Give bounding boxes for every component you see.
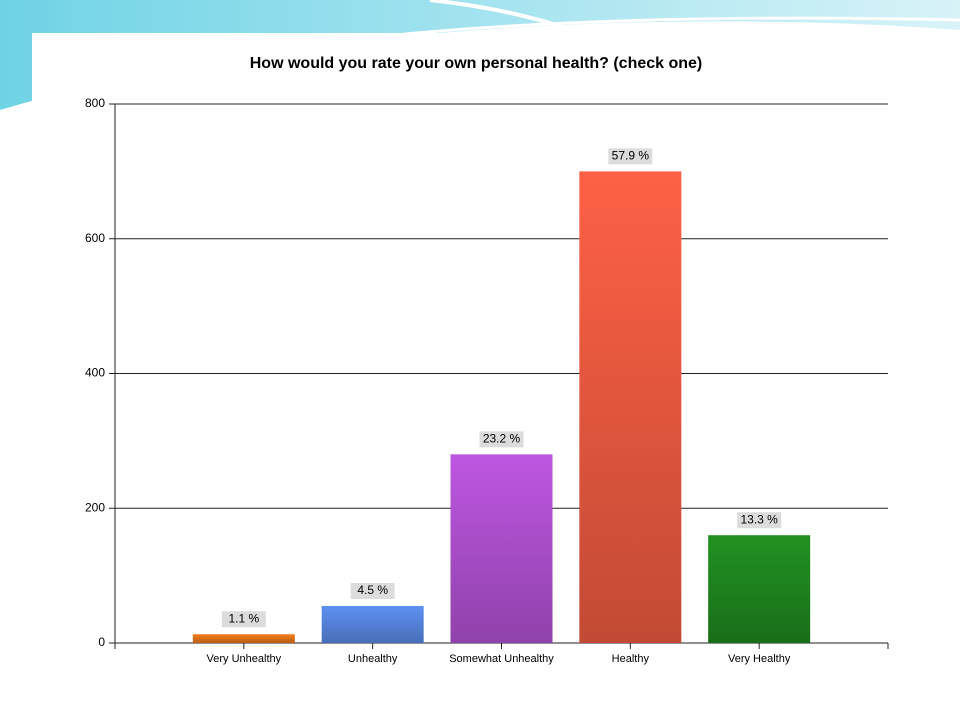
bar xyxy=(579,171,682,643)
y-tick-label: 600 xyxy=(85,231,105,245)
value-label: 57.9 % xyxy=(612,149,650,163)
y-tick-label: 400 xyxy=(85,366,105,380)
bar xyxy=(192,634,295,643)
y-tick-label: 800 xyxy=(85,96,105,110)
x-tick-label: Healthy xyxy=(612,653,650,665)
value-label: 13.3 % xyxy=(740,512,778,526)
value-label-box xyxy=(350,582,395,599)
x-tick-label: Very Unhealthy xyxy=(207,653,282,665)
decor-swoosh xyxy=(0,0,960,110)
x-tick-label: Somewhat Unhealthy xyxy=(449,653,554,665)
bar xyxy=(708,535,811,643)
y-tick-label: 0 xyxy=(98,635,105,649)
y-tick-label: 200 xyxy=(85,500,105,514)
value-label-box xyxy=(479,431,524,448)
value-label: 23.2 % xyxy=(483,432,521,446)
value-label-box xyxy=(737,512,782,529)
x-tick-label: Very Healthy xyxy=(728,653,791,665)
value-label: 1.1 % xyxy=(228,611,259,625)
value-label-box xyxy=(221,611,266,628)
chart-title: How would you rate your own personal hea… xyxy=(250,55,703,72)
bar xyxy=(450,454,553,643)
bar xyxy=(321,605,424,643)
value-label-box xyxy=(608,148,653,165)
value-label: 4.5 % xyxy=(357,583,388,597)
x-tick-label: Unhealthy xyxy=(348,653,398,665)
